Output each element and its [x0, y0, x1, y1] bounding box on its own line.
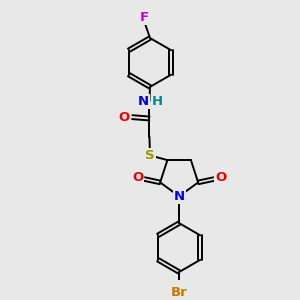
Text: O: O	[215, 171, 226, 184]
Text: Br: Br	[171, 286, 188, 299]
Text: O: O	[119, 111, 130, 124]
Text: O: O	[132, 171, 143, 184]
Text: S: S	[145, 149, 155, 162]
Text: H: H	[152, 95, 163, 108]
Text: N: N	[174, 190, 185, 203]
Text: N: N	[138, 95, 149, 108]
Text: F: F	[139, 11, 148, 24]
